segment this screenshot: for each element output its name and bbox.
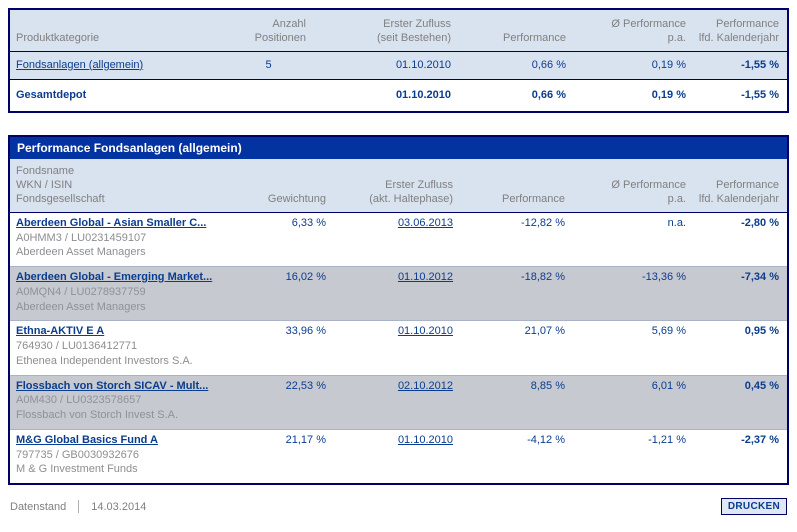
col-header-performance: Performance	[503, 31, 566, 44]
gesamtdepot-label: Gesamtdepot	[16, 88, 87, 101]
summary-row-gesamtdepot: Gesamtdepot 01.10.2010 0,66 % 0,19 % -1,…	[10, 78, 787, 111]
fund-inflow-cell: 03.06.2013	[326, 217, 453, 231]
detail-header-row: Fondsname WKN / ISIN Fondsgesellschaft G…	[10, 158, 787, 213]
fund-performance-ytd: 0,95 %	[744, 325, 779, 338]
col-header-performance-kalenderjahr: Performance lfd. Kalenderjahr	[698, 18, 779, 44]
fund-performance-ytd: 0,45 %	[744, 379, 779, 392]
fund-wkn-isin: 797735 / GB0030932676	[16, 448, 139, 461]
fund-inflow-date-link[interactable]: 03.06.2013	[397, 216, 453, 229]
performance-pa-value: 0,19 %	[651, 58, 686, 71]
positions-count: 5	[265, 58, 272, 71]
fund-row: Aberdeen Global - Emerging Market... A0M…	[10, 266, 787, 321]
performance-value: 0,66 %	[531, 58, 566, 71]
fund-weight: 21,17 %	[285, 433, 326, 446]
fund-inflow-cell: 01.10.2010	[326, 434, 453, 448]
fund-company: Aberdeen Asset Managers	[16, 246, 146, 259]
detail-panel-title: Performance Fondsanlagen (allgemein)	[10, 136, 787, 159]
datenstand-value: 14.03.2014	[91, 500, 147, 513]
fund-row: M&G Global Basics Fund A 797735 / GB0030…	[10, 428, 787, 484]
statusbar: Datenstand 14.03.2014 DRUCKEN	[8, 498, 789, 516]
first-inflow-date: 01.10.2010	[395, 58, 451, 71]
fund-name-link[interactable]: Ethna-AKTIV E A	[16, 325, 105, 338]
fund-inflow-date-link[interactable]: 01.10.2012	[397, 271, 453, 284]
fund-inflow-cell: 01.10.2010	[326, 325, 453, 339]
fund-wkn-isin: A0MQN4 / LU0278937759	[16, 285, 146, 298]
fund-performance-ytd: -2,37 %	[741, 433, 779, 446]
fund-row: Flossbach von Storch SICAV - Mult... A0M…	[10, 374, 787, 429]
fund-name-cell: Aberdeen Global - Asian Smaller C... A0H…	[16, 217, 256, 260]
fund-weight: 6,33 %	[291, 216, 326, 229]
fund-name-cell: Aberdeen Global - Emerging Market... A0M…	[16, 271, 256, 314]
fund-company: Ethenea Independent Investors S.A.	[16, 354, 193, 367]
fund-name-cell: M&G Global Basics Fund A 797735 / GB0030…	[16, 434, 256, 477]
datenstand-label: Datenstand	[10, 500, 67, 513]
col-header-produktkategorie: Produktkategorie	[16, 31, 100, 44]
fund-name-cell: Flossbach von Storch SICAV - Mult... A0M…	[16, 380, 256, 423]
fund-performance-ytd: -2,80 %	[741, 216, 779, 229]
fund-weight: 16,02 %	[285, 271, 326, 284]
fund-name-link[interactable]: Flossbach von Storch SICAV - Mult...	[16, 379, 209, 392]
fund-performance: 21,07 %	[524, 325, 565, 338]
fund-performance: -4,12 %	[527, 433, 565, 446]
fund-performance: -18,82 %	[520, 271, 565, 284]
summary-panel: Produktkategorie Anzahl Positionen Erste…	[8, 8, 789, 113]
category-cell: Fondsanlagen (allgemein)	[16, 59, 231, 72]
col-header-performance-pa: Ø Performance p.a.	[611, 18, 686, 44]
summary-header-row: Produktkategorie Anzahl Positionen Erste…	[10, 10, 787, 52]
statusbar-divider	[78, 500, 80, 514]
fund-row: Ethna-AKTIV E A 764930 / LU0136412771 Et…	[10, 320, 787, 375]
print-button[interactable]: DRUCKEN	[720, 498, 787, 516]
performance-value: 0,66 %	[531, 88, 566, 101]
fund-name-link[interactable]: M&G Global Basics Fund A	[16, 433, 158, 446]
fund-inflow-date-link[interactable]: 01.10.2010	[397, 433, 453, 446]
fund-weight: 22,53 %	[285, 379, 326, 392]
col-header-erster-zufluss: Erster Zufluss (akt. Haltephase)	[369, 179, 453, 206]
col-header-performance-kalenderjahr: Performance lfd. Kalenderjahr	[698, 179, 779, 206]
fund-performance-pa: 5,69 %	[651, 325, 686, 338]
fund-company: Aberdeen Asset Managers	[16, 300, 146, 313]
performance-ytd-value: -1,55 %	[741, 88, 779, 101]
fund-inflow-date-link[interactable]: 02.10.2012	[397, 379, 453, 392]
fund-inflow-cell: 02.10.2012	[326, 380, 453, 394]
fund-performance: 8,85 %	[530, 379, 565, 392]
performance-pa-value: 0,19 %	[651, 88, 686, 101]
fund-company: Flossbach von Storch Invest S.A.	[16, 409, 179, 422]
col-header-erster-zufluss: Erster Zufluss (seit Bestehen)	[377, 18, 451, 44]
fund-performance-ytd: -7,34 %	[741, 271, 779, 284]
fund-wkn-isin: A0M430 / LU0323578657	[16, 394, 142, 407]
col-header-fondsname: Fondsname WKN / ISIN Fondsgesellschaft	[16, 164, 105, 206]
fondsanlagen-link[interactable]: Fondsanlagen (allgemein)	[16, 58, 144, 71]
fund-performance-pa: 6,01 %	[651, 379, 686, 392]
performance-ytd-value: -1,55 %	[741, 58, 779, 71]
fund-performance: -12,82 %	[520, 216, 565, 229]
fund-inflow-date-link[interactable]: 01.10.2010	[397, 325, 453, 338]
fund-wkn-isin: A0HMM3 / LU0231459107	[16, 231, 147, 244]
fund-name-link[interactable]: Aberdeen Global - Emerging Market...	[16, 271, 213, 284]
fund-weight: 33,96 %	[285, 325, 326, 338]
summary-row-fondsanlagen: Fondsanlagen (allgemein) 5 01.10.2010 0,…	[10, 52, 787, 79]
fund-performance-pa: -1,21 %	[648, 433, 686, 446]
fund-name-cell: Ethna-AKTIV E A 764930 / LU0136412771 Et…	[16, 325, 256, 368]
fund-performance-pa: -13,36 %	[641, 271, 686, 284]
col-header-performance-pa: Ø Performance p.a.	[611, 179, 686, 206]
fund-inflow-cell: 01.10.2012	[326, 271, 453, 285]
fund-name-link[interactable]: Aberdeen Global - Asian Smaller C...	[16, 216, 207, 229]
first-inflow-date: 01.10.2010	[395, 88, 451, 101]
fund-wkn-isin: 764930 / LU0136412771	[16, 340, 138, 353]
fund-row: Aberdeen Global - Asian Smaller C... A0H…	[10, 212, 787, 267]
detail-panel: Performance Fondsanlagen (allgemein) Fon…	[8, 134, 789, 486]
col-header-performance: Performance	[502, 193, 565, 206]
fund-company: M & G Investment Funds	[16, 463, 138, 476]
col-header-gewichtung: Gewichtung	[267, 193, 326, 206]
fund-performance-pa: n.a.	[667, 216, 686, 229]
col-header-anzahl-positionen: Anzahl Positionen	[254, 18, 306, 44]
